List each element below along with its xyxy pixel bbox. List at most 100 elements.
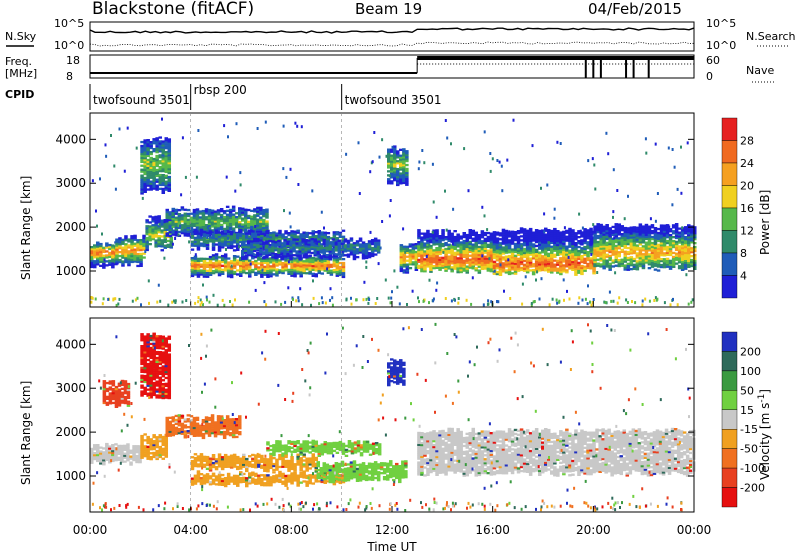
heat-cell [522,267,527,270]
heat-cell [205,265,210,268]
heat-cell [513,248,518,252]
heat-cell [124,254,128,258]
heat-cell [263,259,267,262]
heat-cell [420,252,424,255]
heat-cell [495,243,500,246]
heat-cell [402,164,406,167]
heat-cell [340,244,345,247]
heat-cell [132,447,136,450]
heat-cell [244,212,248,215]
heat-cell [444,255,448,259]
heat-cell [289,244,293,247]
heat-cell [447,243,451,246]
heat-cell [253,214,257,217]
heat-cell [117,404,122,407]
heat-cell [299,275,303,278]
heat-cell [568,241,572,244]
heat-cell [690,264,694,268]
heat-ground [450,299,453,303]
heat-cell [423,264,427,267]
heat-cell [250,244,254,247]
heat-cell [495,257,500,260]
heat-cell [165,210,170,214]
heat-cell [198,226,203,229]
heat-cell [183,232,188,235]
heat-cell [211,266,216,269]
heat-cell [507,249,512,252]
heat-cell [167,183,172,187]
heat-cell [164,168,169,172]
heat-cell [489,268,494,271]
heat-cell [117,402,122,405]
heat-cell [102,455,106,458]
heat-cell [151,226,155,229]
heat-cell [596,223,600,226]
heat-cell [593,227,597,230]
heat-cell [623,226,628,230]
heat-cell [167,160,172,163]
heat-cell [238,207,242,210]
heat-cell [432,243,436,246]
heat-cell [580,239,584,242]
heat-cell [152,358,156,361]
heat-cell [247,224,251,227]
heat-ground [487,299,490,303]
heat-cell [328,242,333,245]
heat-cell [456,233,460,236]
heat-cell [468,250,473,253]
heat-cell [504,237,509,240]
heat-cell [665,251,670,255]
heat-cell [608,239,612,242]
heat-cell [471,263,476,266]
heat-cell [583,257,587,260]
heat-cell [608,244,612,248]
heat-cell [124,253,128,256]
heat-cell [163,240,168,243]
heat-cell [155,160,159,164]
heat-cell [565,239,569,242]
heat-cell [459,263,463,266]
heat-cell [602,235,606,238]
heat-cell [302,268,306,271]
heat-cell [248,271,252,274]
heat-cell [411,253,416,256]
heat-cell [611,249,616,252]
heat-cell [538,231,542,234]
heat-cell [256,238,260,241]
heat-cell [334,255,339,258]
heat-ground [644,297,647,301]
heat-cell [262,241,266,244]
heat-cell [332,269,337,272]
heat-cell [568,267,572,270]
heat-cell [124,237,128,240]
heat-cell [444,257,448,261]
heat-cell [599,255,603,258]
heat-cell [547,231,551,234]
heat-cell [519,260,524,264]
heat-cell [96,448,100,451]
heat-cell [447,249,451,252]
heat-cell [393,153,397,156]
heat-cell [586,241,590,244]
heat-cell [589,235,593,238]
heat-cell [620,242,625,246]
heat-cell [260,246,264,249]
heat-cell [577,249,581,253]
heat-cell [256,243,260,247]
heat-cell [644,261,649,264]
heat-cell [405,249,410,252]
heat-cell [108,445,112,448]
heat-cell [208,263,213,267]
heat-cell [568,239,572,242]
heat-cell [167,140,172,143]
heat-cell [256,208,260,211]
heat-cell [477,245,482,249]
heat-cell [164,143,169,146]
heat-cell [355,252,360,255]
heat-cell [214,253,219,256]
heat-cell [414,264,419,268]
heat-cell [423,270,427,273]
heat-cell [186,232,191,235]
heat-cell [168,221,173,224]
heat-cell [201,209,206,213]
